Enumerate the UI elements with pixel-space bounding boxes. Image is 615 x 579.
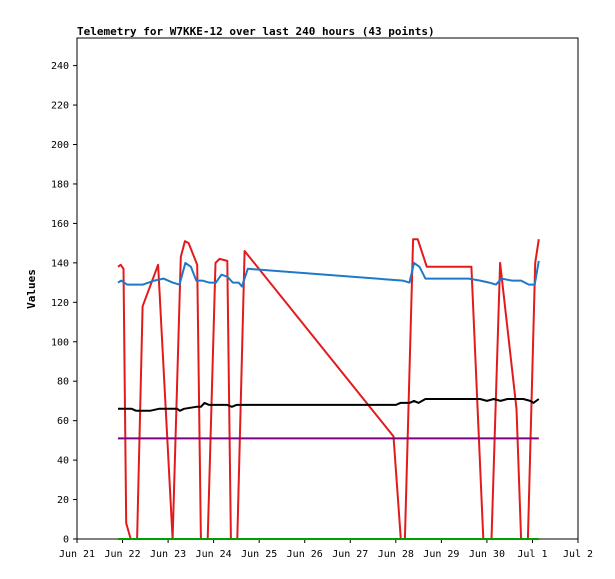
- series-line: [118, 398, 540, 412]
- x-tick-label: Jun 23: [150, 549, 186, 560]
- y-tick-label: 100: [51, 337, 69, 348]
- y-tick-label: 120: [51, 298, 69, 309]
- x-tick-label: Jun 24: [196, 549, 232, 560]
- y-tick-label: 160: [51, 219, 69, 230]
- y-tick-label: 40: [57, 456, 69, 467]
- x-tick-label: Jun 28: [378, 549, 414, 560]
- y-tick-label: 240: [51, 61, 69, 72]
- x-tick-label: Jun 30: [469, 549, 505, 560]
- series-line: [117, 260, 540, 288]
- y-tick-label: 200: [51, 140, 69, 151]
- x-tick-label: Jun 25: [241, 549, 277, 560]
- chart-title: Telemetry for W7KKE-12 over last 240 hou…: [77, 25, 435, 38]
- y-tick-label: 220: [51, 101, 69, 112]
- y-axis: 0 20 40 60 80 100 120 140 160 180 200 220 240: [51, 61, 77, 546]
- series-layer: [117, 238, 540, 540]
- x-tick-label: Jun 27: [332, 549, 368, 560]
- x-axis: Jun 21 Jun 22 Jun 23 Jun 24 Jun 25 Jun 26 Jun …: [59, 539, 593, 560]
- y-tick-label: 0: [63, 535, 69, 546]
- series-line: [117, 238, 540, 540]
- y-tick-label: 140: [51, 258, 69, 269]
- y-tick-label: 60: [57, 416, 69, 427]
- y-tick-label: 20: [57, 495, 69, 506]
- x-tick-label: Jul 2: [563, 549, 593, 560]
- y-axis-label: Values: [25, 269, 38, 309]
- x-tick-label: Jun 29: [423, 549, 459, 560]
- x-tick-label: Jun 21: [59, 549, 95, 560]
- y-tick-label: 180: [51, 179, 69, 190]
- x-tick-label: Jul 1: [517, 549, 547, 560]
- y-tick-label: 80: [57, 377, 69, 388]
- x-tick-label: Jun 22: [104, 549, 140, 560]
- x-tick-label: Jun 26: [287, 549, 323, 560]
